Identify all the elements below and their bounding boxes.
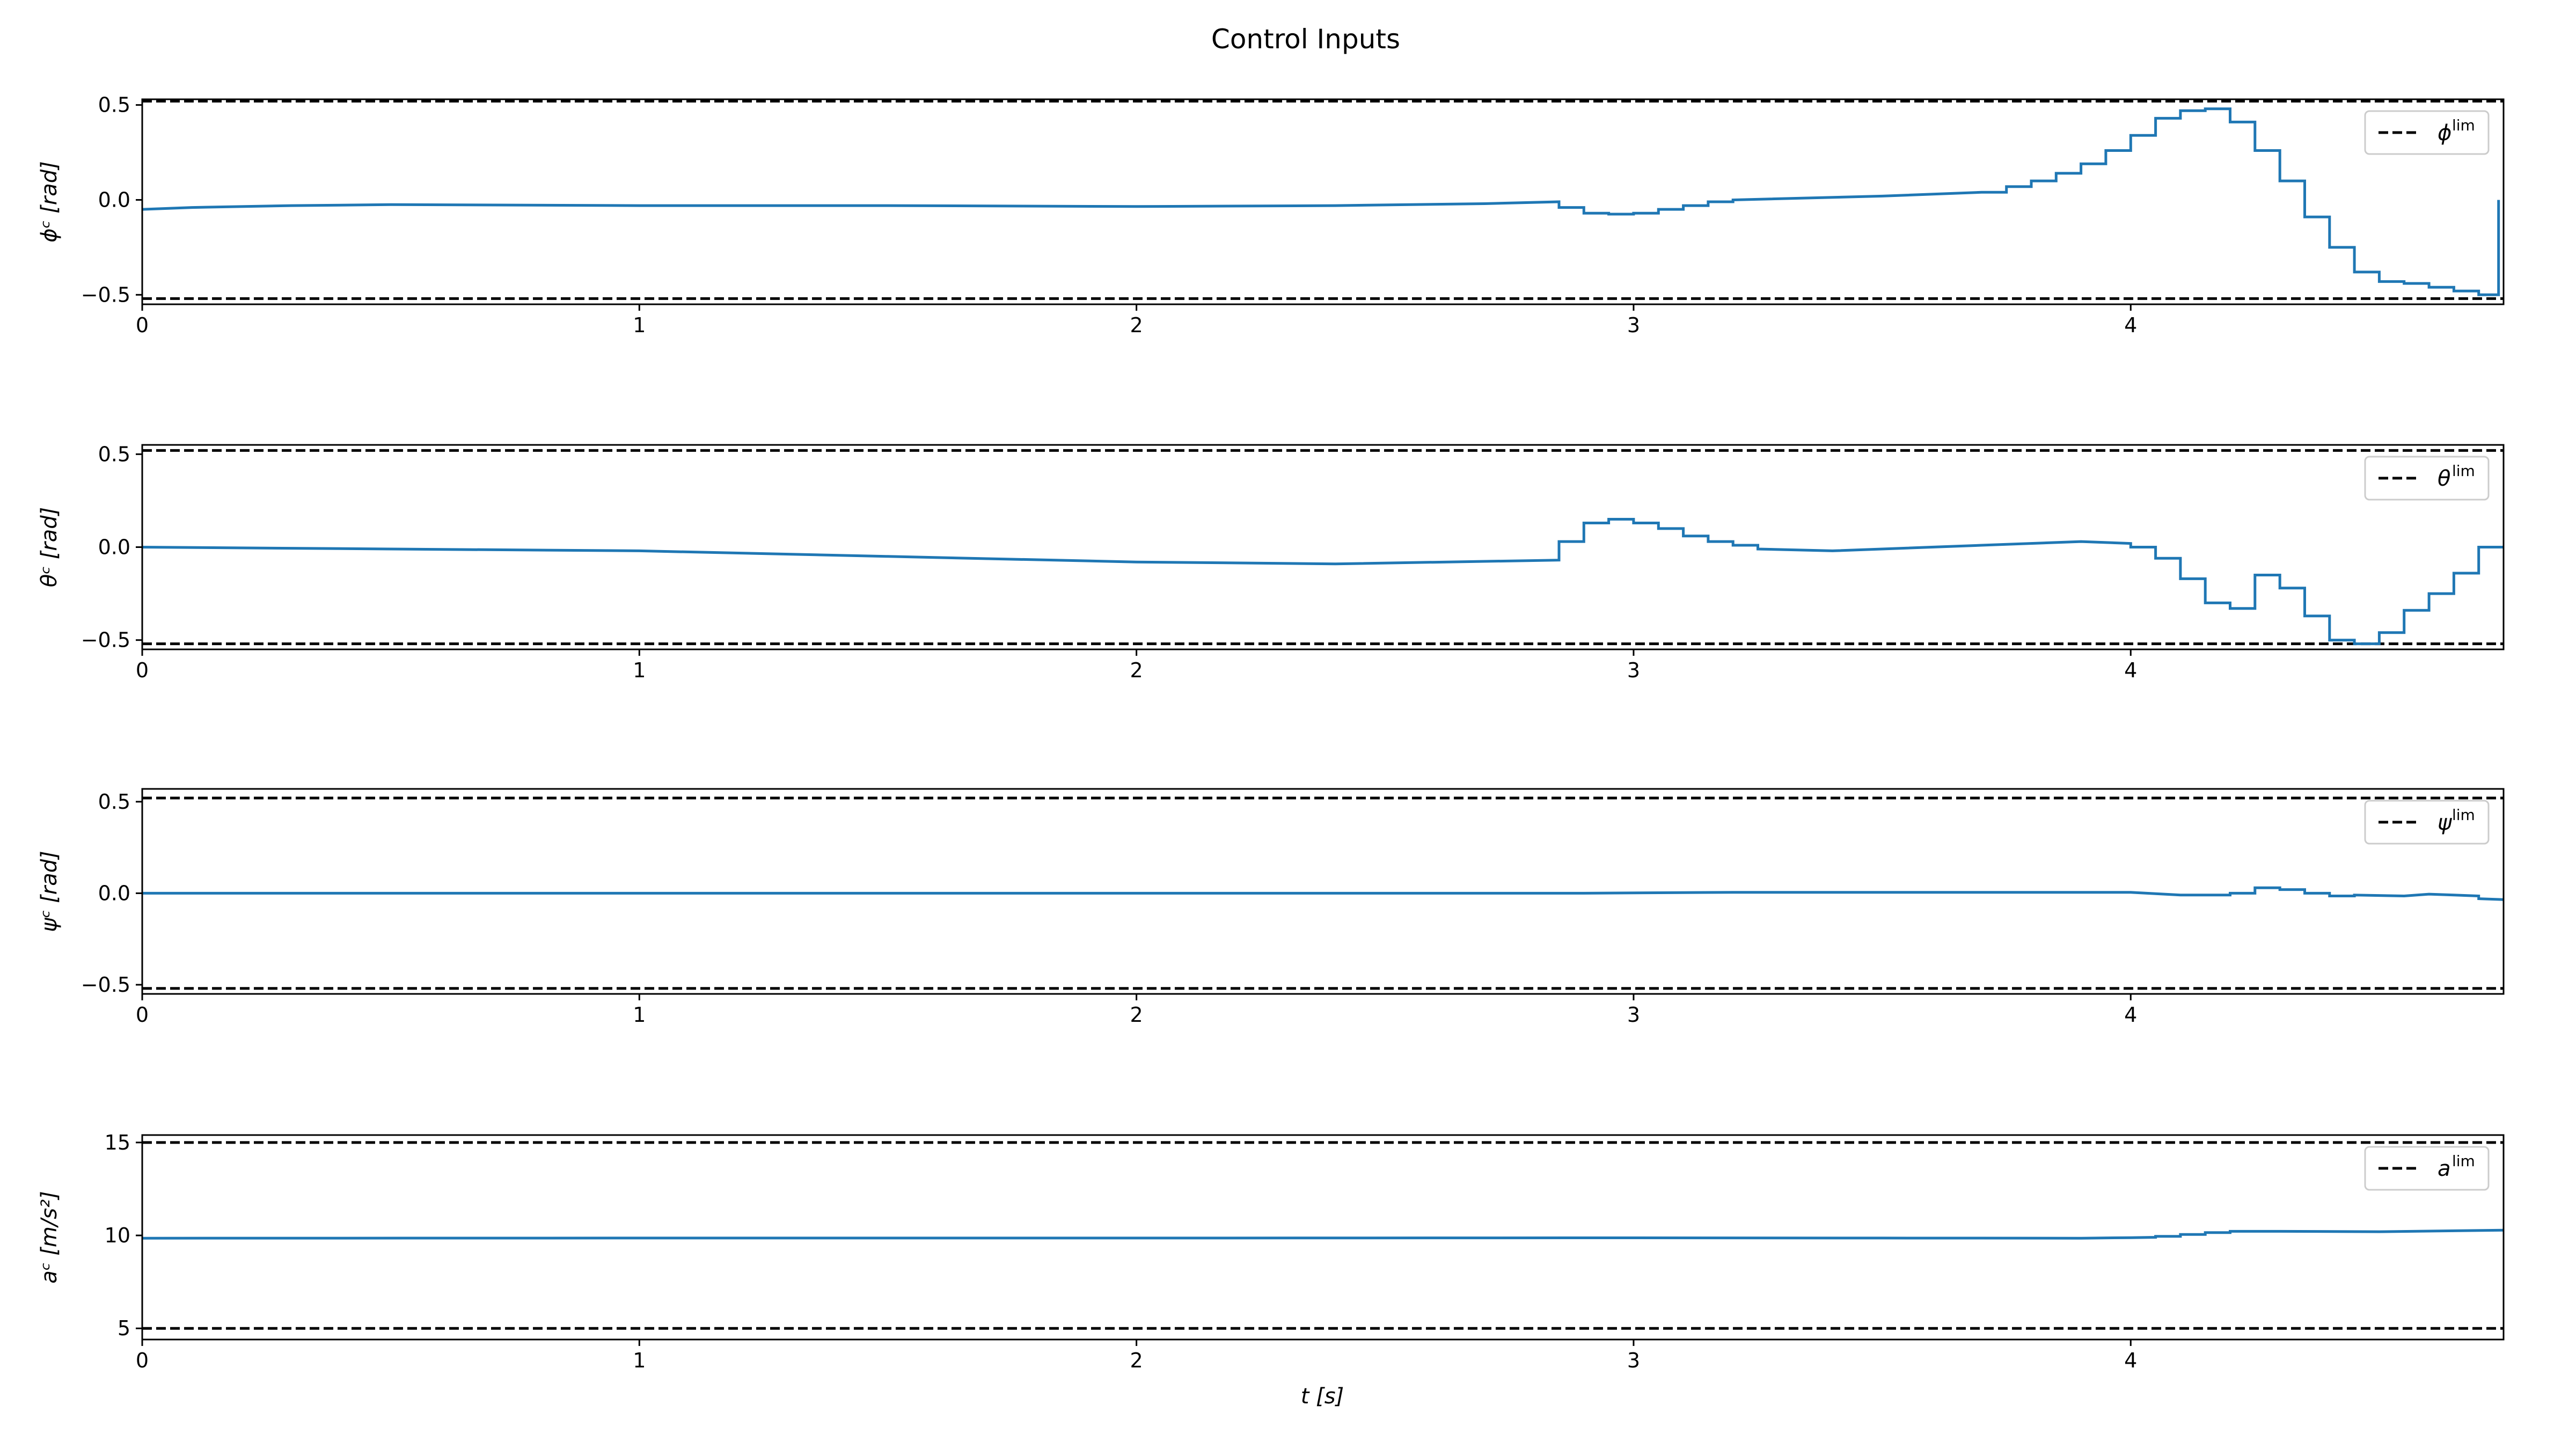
legend-box <box>2364 456 2490 501</box>
y-tick-label: 0.5 <box>98 442 130 466</box>
y-axis-label: aᶜ [m/s²] <box>37 1191 62 1284</box>
legend: a lim <box>2364 1146 2490 1191</box>
legend-box <box>2364 1146 2490 1191</box>
x-tick-label: 4 <box>2124 658 2137 682</box>
subplot-4: 0 1 2 3 4 15 10 5 aᶜ [m/s²] a lim <box>37 1131 2505 1372</box>
series-line <box>142 886 2504 901</box>
y-tick-label: −0.5 <box>81 973 130 997</box>
figure-title: Control Inputs <box>1211 24 1400 55</box>
x-tick-label: 0 <box>136 1003 149 1027</box>
x-tick-label: 1 <box>633 658 646 682</box>
x-tick-label: 2 <box>1130 313 1143 337</box>
x-tick-label: 1 <box>633 313 646 337</box>
x-axis-label: t [s] <box>1301 1384 1344 1409</box>
x-tick-label: 4 <box>2124 1003 2137 1027</box>
y-tick-label: 0.0 <box>98 188 130 211</box>
x-tick-label: 1 <box>633 1349 646 1372</box>
x-tick-label: 4 <box>2124 313 2137 337</box>
legend-label: ψ <box>2438 810 2453 835</box>
y-axis-label: ϕᶜ [rad] <box>37 161 62 242</box>
series-line <box>142 518 2504 646</box>
x-tick-label: 4 <box>2124 1349 2137 1372</box>
y-axis-label: ψᶜ [rad] <box>37 851 62 932</box>
y-tick-label: 0.0 <box>98 881 130 905</box>
axes-frame <box>141 98 2505 305</box>
x-tick-label: 3 <box>1627 1003 1640 1027</box>
x-tick-label: 2 <box>1130 1349 1143 1372</box>
legend-label: ϕ <box>2438 121 2451 145</box>
x-tick-label: 3 <box>1627 313 1640 337</box>
legend: ψ lim <box>2364 800 2490 845</box>
legend: ϕ lim <box>2364 110 2490 155</box>
series-line <box>142 1228 2504 1240</box>
y-tick-label: −0.5 <box>81 628 130 652</box>
y-tick-label: 10 <box>105 1224 130 1247</box>
y-tick-label: 5 <box>118 1316 130 1340</box>
legend-box <box>2364 800 2490 845</box>
x-tick-label: 0 <box>136 658 149 682</box>
legend-superscript: lim <box>2452 462 2475 480</box>
x-tick-label: 2 <box>1130 658 1143 682</box>
x-tick-label: 3 <box>1627 658 1640 682</box>
x-tick-label: 2 <box>1130 1003 1143 1027</box>
y-axis-label: θᶜ [rad] <box>37 507 62 588</box>
series-line <box>142 107 2500 296</box>
legend-superscript: lim <box>2452 116 2475 134</box>
legend-box <box>2364 110 2490 155</box>
legend-superscript: lim <box>2452 806 2475 824</box>
y-tick-label: 0.5 <box>98 790 130 814</box>
subplot-2: 0 1 2 3 4 0.5 0.0 −0.5 θᶜ [rad] θ lim <box>37 442 2505 682</box>
legend-label: θ <box>2438 466 2450 491</box>
x-tick-label: 0 <box>136 313 149 337</box>
y-tick-label: −0.5 <box>81 283 130 306</box>
y-tick-label: 15 <box>105 1131 130 1154</box>
y-tick-label: 0.0 <box>98 536 130 559</box>
legend-superscript: lim <box>2452 1152 2475 1170</box>
x-tick-label: 0 <box>136 1349 149 1372</box>
x-tick-label: 1 <box>633 1003 646 1027</box>
subplot-1: 0 1 2 3 4 0.5 0.0 −0.5 ϕᶜ [rad] ϕ lim <box>37 93 2505 337</box>
axes-frame <box>141 788 2505 995</box>
axes-frame <box>141 1134 2505 1341</box>
legend: θ lim <box>2364 456 2490 501</box>
subplot-3: 0 1 2 3 4 0.5 0.0 −0.5 ψᶜ [rad] ψ lim <box>37 788 2505 1027</box>
legend-label: a <box>2438 1157 2451 1181</box>
x-tick-label: 3 <box>1627 1349 1640 1372</box>
y-tick-label: 0.5 <box>98 93 130 117</box>
